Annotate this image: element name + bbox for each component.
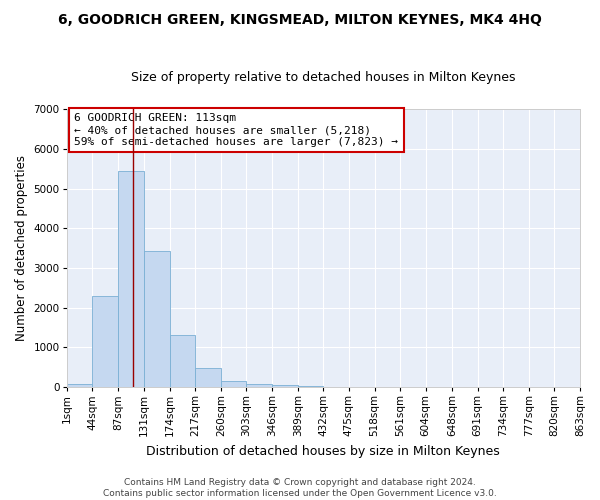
Bar [272, 384, 298, 387]
Y-axis label: Number of detached properties: Number of detached properties [15, 155, 28, 341]
Text: Contains HM Land Registry data © Crown copyright and database right 2024.
Contai: Contains HM Land Registry data © Crown c… [103, 478, 497, 498]
X-axis label: Distribution of detached houses by size in Milton Keynes: Distribution of detached houses by size … [146, 444, 500, 458]
Bar [118, 171, 144, 387]
Bar [247, 384, 272, 387]
Text: 6 GOODRICH GREEN: 113sqm
← 40% of detached houses are smaller (5,218)
59% of sem: 6 GOODRICH GREEN: 113sqm ← 40% of detach… [74, 114, 398, 146]
Bar [144, 251, 170, 387]
Bar [195, 368, 221, 387]
Bar [92, 296, 118, 387]
Bar [67, 384, 92, 387]
Text: 6, GOODRICH GREEN, KINGSMEAD, MILTON KEYNES, MK4 4HQ: 6, GOODRICH GREEN, KINGSMEAD, MILTON KEY… [58, 12, 542, 26]
Bar [298, 386, 323, 387]
Title: Size of property relative to detached houses in Milton Keynes: Size of property relative to detached ho… [131, 72, 515, 85]
Bar [221, 381, 247, 387]
Bar [170, 335, 195, 387]
